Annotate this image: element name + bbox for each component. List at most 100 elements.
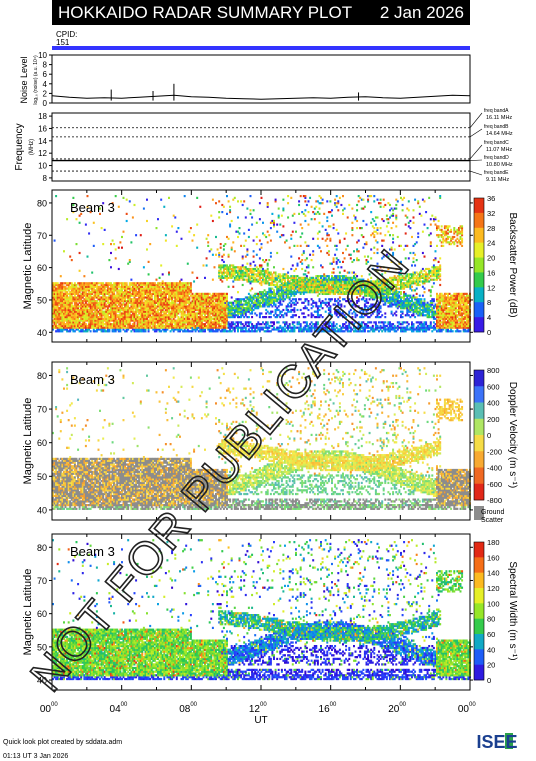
heatmap-cell	[103, 319, 106, 322]
heatmap-cell	[147, 330, 150, 333]
heatmap-cell	[180, 292, 183, 295]
heatmap-cell	[327, 234, 330, 237]
heatmap-cell	[146, 287, 148, 290]
heatmap-cell	[59, 314, 62, 317]
heatmap-cell	[158, 308, 161, 312]
heatmap-cell	[131, 291, 134, 294]
heatmap-cell	[147, 273, 150, 276]
heatmap-cell	[119, 296, 122, 299]
heatmap-cell	[138, 292, 141, 295]
heatmap-cell	[59, 328, 62, 331]
heatmap-cell	[196, 246, 199, 249]
heatmap-cell	[144, 285, 147, 288]
heatmap-cell	[175, 289, 178, 292]
heatmap-cell	[84, 285, 87, 288]
heatmap-cell	[175, 291, 178, 294]
heatmap-cell	[63, 292, 65, 295]
heatmap-cell	[122, 298, 125, 301]
heatmap-cell	[91, 317, 94, 320]
heatmap-cell	[99, 326, 101, 329]
heatmap-cell	[158, 303, 161, 306]
heatmap-cell	[106, 310, 109, 313]
heatmap-cell	[102, 307, 105, 310]
heatmap-cell	[155, 298, 158, 301]
heatmap-cell	[222, 248, 225, 251]
heatmap-cell	[69, 300, 72, 303]
heatmap-cell	[59, 319, 62, 322]
heatmap-cell	[293, 244, 296, 247]
heatmap-cell	[83, 326, 86, 329]
heatmap-cell	[83, 303, 86, 306]
heatmap-cell	[185, 285, 188, 288]
heatmap-cell	[108, 308, 111, 312]
heatmap-cell	[175, 326, 178, 329]
heatmap-cell	[99, 316, 101, 319]
heatmap-cell	[157, 323, 159, 326]
heatmap-cell	[73, 285, 76, 288]
heatmap-cell	[95, 323, 98, 326]
heatmap-cell	[312, 253, 315, 256]
heatmap-cell	[66, 310, 69, 313]
heatmap-cell	[80, 314, 83, 317]
heatmap-cell	[158, 289, 161, 292]
heatmap-cell	[99, 300, 101, 303]
heatmap-cell	[155, 305, 158, 308]
heatmap-cell	[59, 321, 62, 324]
heatmap-cell	[61, 307, 64, 310]
heatmap-cell	[75, 319, 78, 322]
heatmap-cell	[64, 296, 67, 299]
heatmap-cell	[144, 321, 147, 324]
heatmap-cell	[67, 292, 70, 295]
heatmap-cell	[249, 195, 252, 198]
heatmap-cell	[81, 285, 84, 288]
heatmap-cell	[59, 283, 62, 287]
heatmap-cell	[66, 323, 69, 326]
heatmap-cell	[84, 328, 87, 331]
heatmap-cell	[147, 300, 150, 303]
heatmap-cell	[94, 300, 97, 303]
heatmap-cell	[186, 294, 189, 297]
heatmap-cell	[59, 298, 62, 301]
heatmap-cell	[169, 289, 172, 292]
heatmap-cell	[141, 282, 144, 285]
heatmap-cell	[67, 283, 70, 287]
heatmap-cell	[88, 283, 91, 287]
heatmap-cell	[337, 209, 340, 212]
heatmap-cell	[152, 323, 155, 326]
heatmap-cell	[141, 330, 144, 333]
heatmap-cell	[221, 280, 224, 283]
heatmap-cell	[166, 300, 169, 303]
heatmap-cell	[135, 314, 138, 317]
heatmap-cell	[114, 319, 117, 322]
heatmap-cell	[133, 314, 136, 317]
heatmap-cell	[146, 321, 148, 324]
heatmap-cell	[119, 305, 122, 308]
heatmap-cell	[83, 283, 86, 287]
heatmap-cell	[81, 321, 84, 324]
heatmap-cell	[150, 316, 153, 319]
heatmap-cell	[99, 282, 101, 285]
heatmap-cell	[136, 330, 139, 333]
heatmap-cell	[75, 323, 78, 326]
heatmap-cell	[77, 294, 80, 297]
heatmap-cell	[91, 323, 94, 326]
heatmap-cell	[84, 303, 87, 306]
heatmap-cell	[180, 294, 183, 297]
heatmap-cell	[160, 289, 163, 292]
heatmap-cell	[171, 300, 174, 303]
heatmap-cell	[110, 312, 112, 315]
heatmap-cell	[180, 296, 183, 299]
heatmap-cell	[130, 310, 133, 313]
heatmap-cell	[188, 330, 191, 333]
heatmap-cell	[113, 316, 116, 319]
heatmap-cell	[354, 216, 357, 219]
heatmap-cell	[110, 251, 112, 255]
heatmap-cell	[89, 316, 92, 319]
heatmap-cell	[55, 312, 58, 315]
heatmap-cell	[102, 310, 105, 313]
heatmap-cell	[91, 321, 94, 324]
heatmap-cell	[61, 282, 64, 285]
heatmap-cell	[152, 316, 155, 319]
heatmap-cell	[84, 291, 87, 294]
heatmap-cell	[147, 324, 150, 328]
